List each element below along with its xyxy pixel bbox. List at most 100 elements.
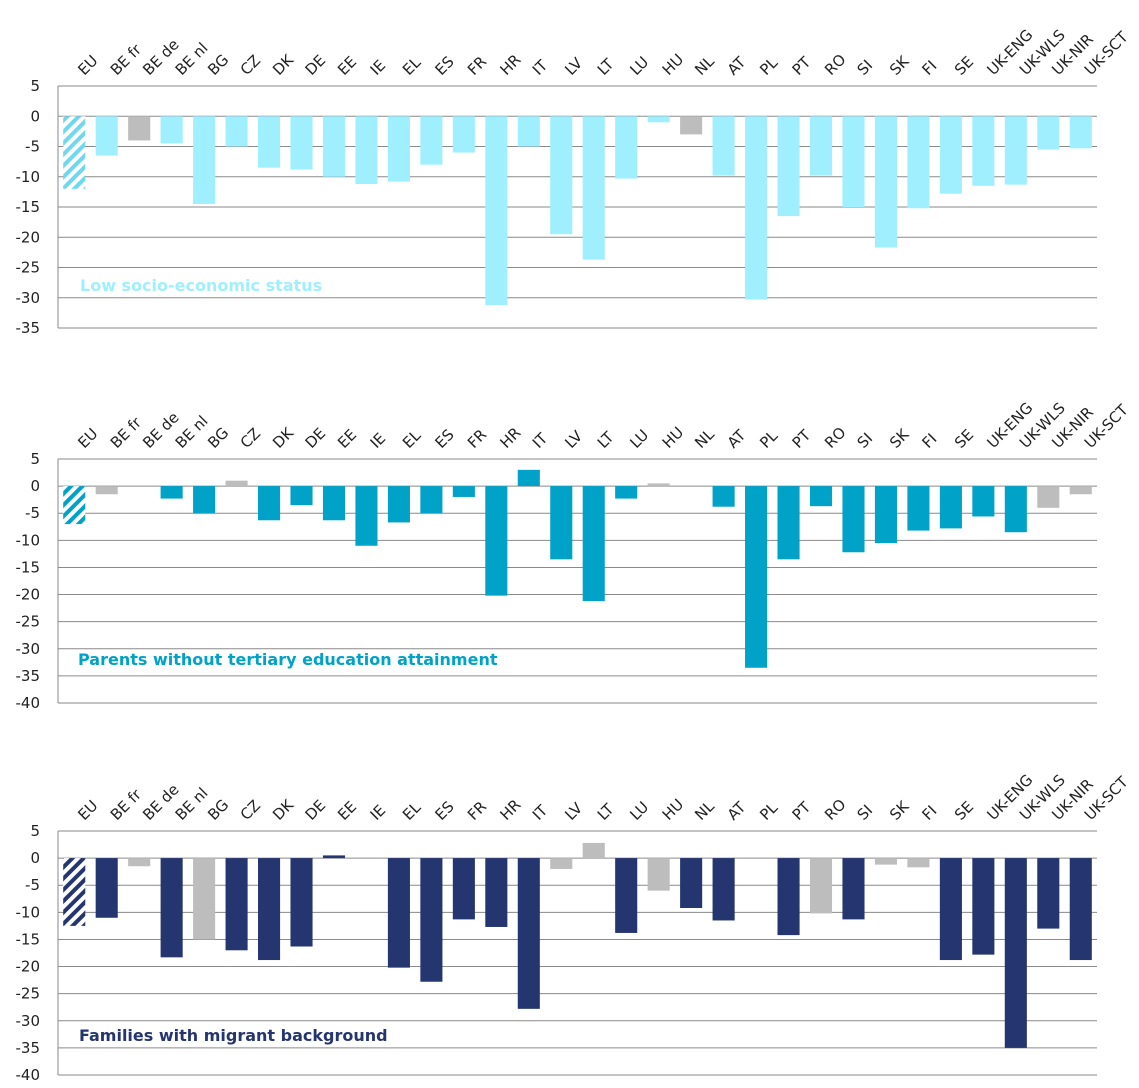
category-label: BE fr — [107, 413, 146, 452]
y-tick-label: 0 — [30, 849, 40, 867]
bar-hr — [485, 858, 508, 927]
category-label: LT — [594, 800, 618, 824]
bar-it — [517, 116, 540, 147]
bar-at — [712, 486, 735, 507]
category-label: SE — [951, 798, 977, 824]
bar-eu — [63, 486, 86, 525]
category-label: IT — [529, 429, 552, 452]
y-tick-label: -25 — [16, 985, 41, 1003]
y-tick-label: 5 — [30, 822, 40, 840]
bar-ee — [322, 486, 346, 521]
bar-be-nl — [160, 486, 183, 499]
category-label: SE — [951, 426, 977, 452]
y-tick-label: 5 — [30, 450, 40, 468]
bar-be-nl — [160, 858, 183, 958]
bar-be-fr — [95, 116, 118, 156]
category-label: FR — [464, 426, 490, 452]
y-tick-label: -15 — [16, 930, 41, 948]
y-tick-label: -30 — [16, 640, 41, 658]
y-tick-label: -10 — [16, 531, 41, 549]
category-label: FI — [919, 802, 941, 824]
bar-lt — [582, 486, 605, 602]
bar-dk — [258, 116, 281, 168]
y-tick-label: -25 — [16, 259, 41, 277]
category-label: IT — [529, 801, 552, 824]
y-tick-label: 5 — [30, 77, 40, 95]
category-label: PL — [756, 798, 781, 823]
bar-be-de — [128, 116, 151, 141]
bar-dk — [258, 858, 281, 961]
category-label: NL — [691, 425, 718, 452]
category-label: LV — [561, 427, 586, 452]
bar-uk-sct — [1069, 486, 1092, 495]
y-tick-label: -20 — [16, 958, 41, 976]
y-tick-label: 0 — [30, 107, 40, 125]
category-label: LU — [626, 53, 652, 79]
category-label: PL — [756, 426, 781, 451]
bar-uk-nir — [1037, 486, 1060, 508]
category-label: IT — [529, 56, 552, 79]
bar-si — [842, 486, 865, 553]
bar-cz — [225, 858, 248, 951]
y-tick-label: -10 — [16, 168, 41, 186]
category-label: HU — [659, 423, 687, 451]
y-tick-label: -30 — [16, 289, 41, 307]
category-label: SK — [886, 425, 913, 452]
bar-uk-sct — [1069, 858, 1092, 961]
bar-eu — [63, 116, 86, 189]
bar-be-nl — [160, 116, 183, 144]
bar-nl — [680, 858, 703, 908]
bar-se — [939, 486, 962, 529]
bar-hu — [647, 116, 670, 123]
category-label: SK — [886, 797, 913, 824]
category-label: BE de — [139, 780, 182, 823]
category-label: SE — [951, 53, 977, 79]
category-label: EE — [334, 53, 360, 79]
category-label: HR — [496, 424, 524, 452]
bar-uk-wls — [1004, 858, 1027, 1048]
category-label: IE — [367, 56, 390, 79]
panel-title: Low socio-economic status — [80, 276, 322, 295]
bar-hr — [485, 116, 508, 306]
bar-el — [387, 116, 410, 182]
y-tick-label: -20 — [16, 586, 41, 604]
category-label: LV — [561, 799, 586, 824]
category-label: HU — [659, 795, 687, 823]
bar-lv — [550, 116, 573, 235]
category-label: DE — [302, 424, 330, 452]
bar-pt — [777, 116, 800, 217]
category-label: BG — [204, 51, 232, 79]
category-label: EL — [399, 53, 425, 79]
bar-sk — [874, 486, 897, 544]
category-label: DE — [302, 51, 330, 79]
category-label: SK — [886, 52, 913, 79]
category-label: IE — [367, 429, 390, 452]
bar-fr — [452, 116, 475, 153]
category-label: DK — [269, 50, 298, 79]
bar-de — [290, 486, 313, 506]
category-label: LT — [594, 55, 618, 79]
bar-fi — [907, 858, 930, 868]
bar-se — [939, 858, 962, 961]
bar-cz — [225, 480, 248, 487]
category-label: IE — [367, 801, 390, 824]
bar-es — [420, 116, 443, 165]
category-label: CZ — [237, 796, 264, 823]
y-tick-label: -35 — [16, 319, 41, 337]
bar-dk — [258, 486, 281, 521]
bar-uk-eng — [972, 858, 995, 955]
bar-uk-nir — [1037, 116, 1060, 150]
bar-lu — [615, 858, 638, 933]
bar-it — [517, 469, 540, 487]
category-label: BG — [204, 424, 232, 452]
category-label: EE — [334, 798, 360, 824]
y-tick-label: -15 — [16, 198, 41, 216]
category-label: EL — [399, 798, 425, 824]
category-label: BE fr — [107, 785, 146, 824]
category-label: FR — [464, 53, 490, 79]
bar-sk — [874, 116, 897, 248]
bar-uk-eng — [972, 486, 995, 517]
